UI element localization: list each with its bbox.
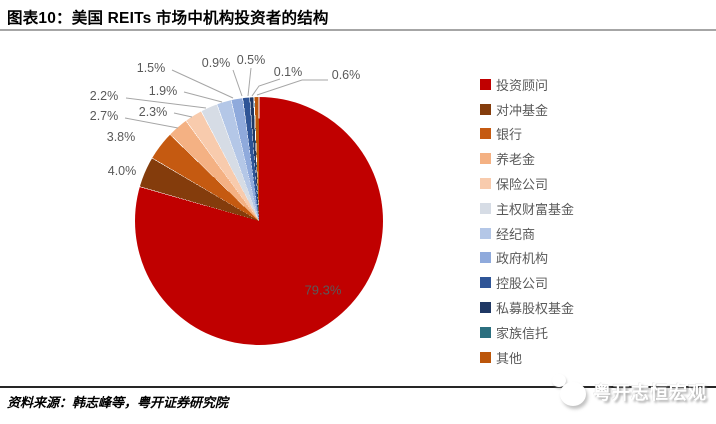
pie-data-label: 3.8% xyxy=(106,130,136,144)
footer-divider xyxy=(0,386,716,388)
legend-label: 主权财富基金 xyxy=(496,201,575,217)
legend-item: 私募股权基金 xyxy=(480,295,574,320)
legend-item: 其他 xyxy=(480,345,574,370)
pie-data-label: 79.3% xyxy=(304,282,342,298)
legend-label: 其他 xyxy=(496,350,523,366)
pie-data-label: 2.7% xyxy=(89,109,119,123)
leader-line xyxy=(124,117,179,129)
watermark: 粤开志恒宏观 xyxy=(540,370,716,418)
pie-data-label: 2.2% xyxy=(89,89,119,103)
legend-item: 养老金 xyxy=(480,146,574,171)
pie-data-label: 2.3% xyxy=(138,105,168,119)
leader-line xyxy=(247,67,252,97)
pie-data-label: 0.9% xyxy=(201,56,231,70)
pie-chart xyxy=(135,97,383,345)
legend-swatch xyxy=(480,128,491,140)
legend-swatch xyxy=(480,252,491,264)
legend-item: 经纪商 xyxy=(480,221,574,246)
legend-swatch xyxy=(480,351,491,363)
legend-label: 投资顾问 xyxy=(496,77,549,93)
legend-swatch xyxy=(480,302,491,314)
leader-line xyxy=(171,69,234,99)
legend-item: 投资顾问 xyxy=(480,72,574,97)
leader-line xyxy=(251,78,281,97)
pie-data-label: 1.9% xyxy=(148,84,178,98)
legend-swatch xyxy=(480,153,491,165)
pie-data-label: 0.1% xyxy=(273,65,303,79)
legend-label: 政府机构 xyxy=(496,251,549,267)
megaphone-icon xyxy=(560,382,586,406)
pie-data-label: 0.6% xyxy=(331,68,361,82)
pie-data-label: 0.5% xyxy=(236,53,266,67)
legend-swatch xyxy=(480,202,491,214)
legend-swatch xyxy=(480,227,491,239)
legend-item: 主权财富基金 xyxy=(480,196,574,221)
pie-data-label: 1.5% xyxy=(136,61,166,75)
legend-label: 控股公司 xyxy=(496,276,549,292)
leader-line xyxy=(183,91,223,103)
source-note: 资料来源：韩志峰等，粤开证券研究院 xyxy=(7,395,229,410)
legend-label: 私募股权基金 xyxy=(496,301,575,317)
watermark-text: 粤开志恒宏观 xyxy=(593,383,707,403)
legend-label: 保险公司 xyxy=(496,177,549,193)
legend-label: 银行 xyxy=(496,127,523,143)
legend-item: 政府机构 xyxy=(480,246,574,271)
legend-label: 养老金 xyxy=(496,152,536,168)
legend-label: 对冲基金 xyxy=(496,102,549,118)
leader-line xyxy=(256,79,328,96)
leader-line xyxy=(232,69,243,97)
legend-item: 家族信托 xyxy=(480,320,574,345)
figure-title: 图表10：美国 REITs 市场中机构投资者的结构 xyxy=(7,10,329,27)
legend-swatch xyxy=(480,103,491,115)
leader-line xyxy=(173,112,193,118)
legend-item: 银行 xyxy=(480,122,574,147)
chart-legend: 投资顾问对冲基金银行养老金保险公司主权财富基金 经纪商政府机构控股公司私募股权基金… xyxy=(480,72,574,370)
legend-swatch xyxy=(480,326,491,338)
legend-label: 家族信托 xyxy=(496,325,549,341)
legend-item: 控股公司 xyxy=(480,270,574,295)
title-divider xyxy=(0,29,716,31)
bubble-icon xyxy=(552,374,566,387)
legend-item: 对冲基金 xyxy=(480,97,574,122)
legend-item: 保险公司 xyxy=(480,171,574,196)
legend-swatch xyxy=(480,277,491,289)
legend-swatch xyxy=(480,178,491,190)
pie-data-label: 4.0% xyxy=(107,164,137,178)
legend-label: 经纪商 xyxy=(496,226,536,242)
legend-swatch xyxy=(480,78,491,90)
